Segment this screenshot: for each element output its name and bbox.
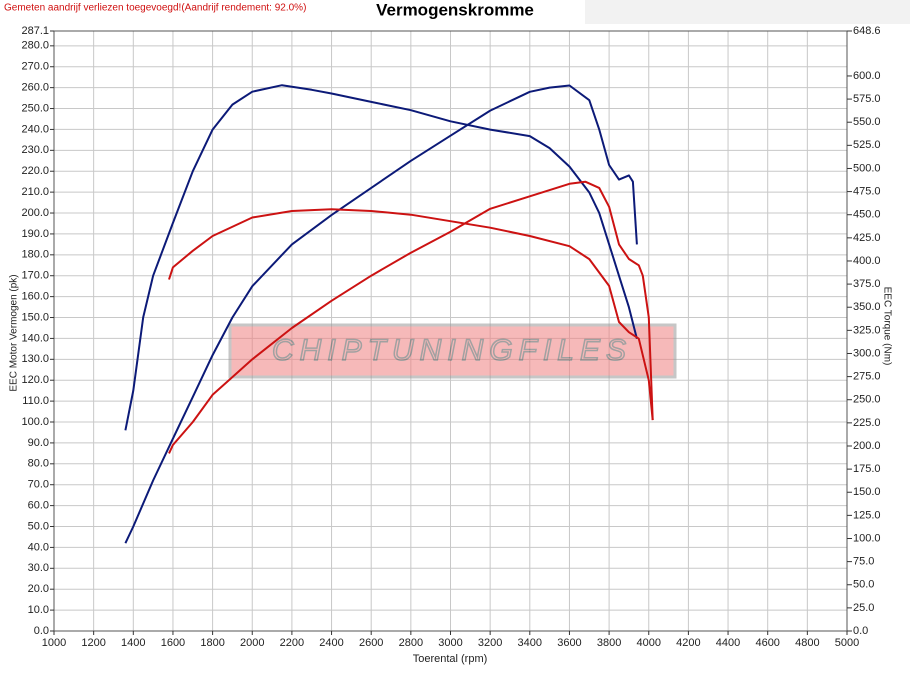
y2-tick-label: 175.0 [853, 463, 881, 475]
x-tick-label: 1000 [42, 637, 66, 649]
y2-tick-label: 550.0 [853, 116, 881, 128]
x-tick-label: 3000 [438, 637, 462, 649]
y2-tick-label: 325.0 [853, 324, 881, 336]
x-tick-label: 2800 [399, 637, 423, 649]
watermark-logo: CHIPTUNINGFILES [228, 323, 677, 379]
y2-tick-label: 125.0 [853, 509, 881, 521]
x-tick-label: 3400 [518, 637, 542, 649]
x-tick-label: 1400 [121, 637, 145, 649]
y2-tick-label: 500.0 [853, 162, 881, 174]
y-tick-label: 70.0 [28, 479, 49, 491]
y-tick-label: 0.0 [34, 625, 49, 637]
power-torque-line [124, 84, 638, 431]
x-tick-label: 3200 [478, 637, 502, 649]
y2-tick-label: 475.0 [853, 185, 881, 197]
y-tick-label: 50.0 [28, 520, 49, 532]
power-torque-line [124, 84, 638, 544]
y-tick-label: 230.0 [21, 144, 49, 156]
y2-tick-label: 50.0 [853, 579, 874, 591]
y-tick-label: 200.0 [21, 207, 49, 219]
y2-tick-label: 575.0 [853, 93, 881, 105]
x-tick-label: 3600 [557, 637, 581, 649]
y2-tick-label: 300.0 [853, 347, 881, 359]
y-tick-label: 20.0 [28, 583, 49, 595]
y2-tick-label: 25.0 [853, 602, 874, 614]
y2-tick-label: 75.0 [853, 556, 874, 568]
x-tick-label: 1600 [161, 637, 185, 649]
y-tick-label: 260.0 [21, 82, 49, 94]
y-tick-label: 270.0 [21, 61, 49, 73]
y2-tick-label: 400.0 [853, 255, 881, 267]
y-tick-label: 190.0 [21, 228, 49, 240]
y2-axis-label: EEC Torque (Nm) [881, 287, 892, 366]
x-tick-label: 2200 [280, 637, 304, 649]
y-tick-label: 180.0 [21, 249, 49, 261]
y2-tick-label: 350.0 [853, 301, 881, 313]
y2-tick-label: 100.0 [853, 532, 881, 544]
y-tick-label: 80.0 [28, 458, 49, 470]
y2-tick-label: 250.0 [853, 394, 881, 406]
x-tick-label: 2600 [359, 637, 383, 649]
x-tick-label: 1200 [81, 637, 105, 649]
y-tick-label: 280.0 [21, 40, 49, 52]
chart-title: Vermogenskromme [376, 0, 534, 19]
y2-tick-label: 425.0 [853, 232, 881, 244]
x-axis-label: Toerental (rpm) [413, 653, 488, 665]
y2-tick-label: 600.0 [853, 70, 881, 82]
header-box [585, 0, 910, 24]
y2-tick-label: 225.0 [853, 417, 881, 429]
y-axis-label: EEC Motor Vermogen (pk) [9, 274, 20, 391]
y-tick-label: 120.0 [21, 374, 49, 386]
watermark-band [228, 323, 677, 379]
y-tick-label: 110.0 [22, 395, 49, 407]
x-tick-label: 3800 [597, 637, 621, 649]
power-torque-line [168, 208, 654, 421]
x-tick-label: 4400 [716, 637, 740, 649]
y-tick-label: 40.0 [28, 541, 49, 553]
y-tick-label: 287.1 [21, 25, 49, 37]
y-tick-label: 10.0 [28, 604, 49, 616]
x-tick-label: 4200 [676, 637, 700, 649]
x-tick-label: 2400 [319, 637, 343, 649]
note: Gemeten aandrijf verliezen toegevoegd!(A… [4, 3, 306, 14]
y-tick-label: 240.0 [21, 123, 49, 135]
x-tick-label: 2000 [240, 637, 264, 649]
y2-tick-label: 375.0 [853, 278, 881, 290]
y2-tick-label: 275.0 [853, 371, 881, 383]
power-torque-line [168, 180, 654, 454]
y-tick-label: 140.0 [21, 332, 49, 344]
x-tick-label: 5000 [835, 637, 859, 649]
y-tick-label: 30.0 [28, 562, 49, 574]
y2-tick-label: 0.0 [853, 625, 868, 637]
y-tick-label: 90.0 [28, 437, 49, 449]
y2-tick-label: 648.6 [853, 25, 881, 37]
y-tick-label: 170.0 [21, 270, 49, 282]
x-tick-label: 4000 [637, 637, 661, 649]
x-tick-label: 4600 [755, 637, 779, 649]
x-tick-label: 4800 [795, 637, 819, 649]
y2-tick-label: 525.0 [853, 139, 881, 151]
y-tick-label: 150.0 [21, 311, 49, 323]
y-tick-label: 100.0 [21, 416, 49, 428]
y-tick-label: 160.0 [21, 291, 49, 303]
watermark-text: CHIPTUNINGFILES [272, 334, 632, 367]
y2-tick-label: 200.0 [853, 440, 881, 452]
y-tick-label: 250.0 [21, 102, 49, 114]
y-tick-label: 60.0 [28, 500, 49, 512]
x-tick-label: 1800 [200, 637, 224, 649]
y-tick-label: 220.0 [21, 165, 49, 177]
y-tick-label: 130.0 [21, 353, 49, 365]
y2-tick-label: 150.0 [853, 486, 881, 498]
y2-tick-label: 450.0 [853, 209, 881, 221]
y-tick-label: 210.0 [21, 186, 49, 198]
